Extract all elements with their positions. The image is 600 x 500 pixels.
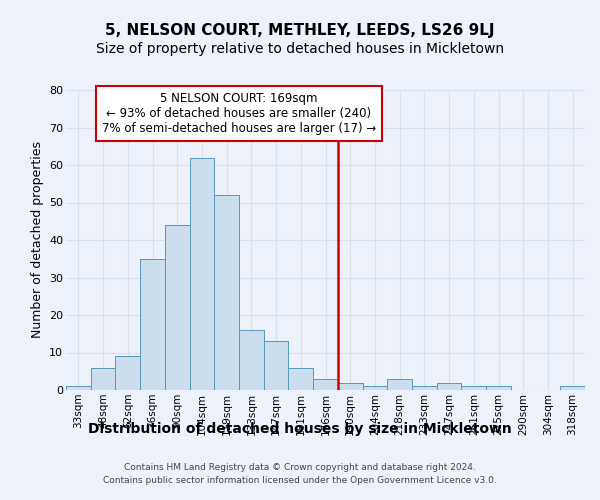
Bar: [239, 330, 264, 390]
Text: Contains HM Land Registry data © Crown copyright and database right 2024.: Contains HM Land Registry data © Crown c…: [124, 462, 476, 471]
Bar: [387, 379, 412, 390]
Bar: [461, 386, 486, 390]
Bar: [313, 379, 338, 390]
Bar: [437, 382, 461, 390]
Text: 5, NELSON COURT, METHLEY, LEEDS, LS26 9LJ: 5, NELSON COURT, METHLEY, LEEDS, LS26 9L…: [105, 22, 495, 38]
Bar: [412, 386, 437, 390]
Y-axis label: Number of detached properties: Number of detached properties: [31, 142, 44, 338]
Text: 5 NELSON COURT: 169sqm
← 93% of detached houses are smaller (240)
7% of semi-det: 5 NELSON COURT: 169sqm ← 93% of detached…: [102, 92, 376, 135]
Bar: [362, 386, 387, 390]
Bar: [560, 386, 585, 390]
Bar: [140, 259, 165, 390]
Bar: [190, 158, 214, 390]
Bar: [338, 382, 362, 390]
Bar: [115, 356, 140, 390]
Bar: [486, 386, 511, 390]
Bar: [214, 195, 239, 390]
Bar: [66, 386, 91, 390]
Bar: [289, 368, 313, 390]
Bar: [91, 368, 115, 390]
Bar: [165, 225, 190, 390]
Text: Contains public sector information licensed under the Open Government Licence v3: Contains public sector information licen…: [103, 476, 497, 485]
Text: Distribution of detached houses by size in Mickletown: Distribution of detached houses by size …: [88, 422, 512, 436]
Bar: [264, 341, 289, 390]
Text: Size of property relative to detached houses in Mickletown: Size of property relative to detached ho…: [96, 42, 504, 56]
